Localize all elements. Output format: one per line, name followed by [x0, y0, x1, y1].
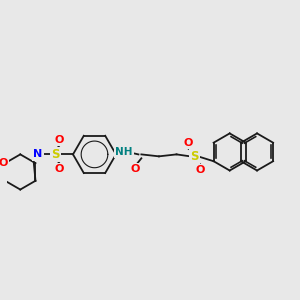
Text: NH: NH [115, 147, 133, 158]
Text: O: O [131, 164, 140, 174]
Text: N: N [33, 149, 43, 159]
Text: S: S [190, 150, 198, 163]
Text: O: O [55, 135, 64, 145]
Text: O: O [0, 158, 8, 168]
Text: O: O [195, 165, 205, 175]
Text: O: O [55, 164, 64, 174]
Text: O: O [184, 138, 193, 148]
Text: S: S [51, 148, 60, 161]
